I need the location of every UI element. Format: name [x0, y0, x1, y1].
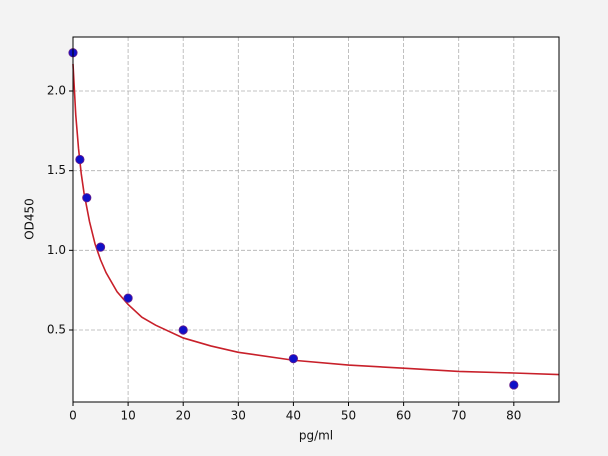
x-tick-label: 0 — [69, 409, 77, 423]
x-tick-label: 80 — [506, 409, 521, 423]
data-point — [509, 380, 519, 390]
plot-area — [73, 37, 559, 402]
x-tick-label: 50 — [341, 409, 356, 423]
data-point — [123, 293, 133, 303]
y-tick-label: 0.5 — [47, 322, 66, 336]
x-tick-label: 70 — [451, 409, 466, 423]
fit-curve — [72, 63, 560, 376]
data-point — [95, 242, 106, 252]
data-point — [75, 154, 85, 165]
x-tick-label: 60 — [396, 409, 411, 423]
y-tick-label: 1.0 — [47, 243, 66, 257]
data-point — [288, 354, 299, 364]
y-tick-label: 2.0 — [47, 84, 66, 98]
plot-frame — [72, 36, 560, 403]
x-tick-label: 30 — [231, 409, 246, 423]
data-point — [178, 325, 188, 335]
y-tick-label: 1.5 — [47, 163, 66, 177]
x-tick-label: 40 — [286, 409, 301, 423]
y-axis-label: OD450 — [23, 198, 37, 240]
data-point — [82, 193, 92, 203]
x-tick-label: 20 — [176, 409, 191, 423]
x-tick-label: 10 — [120, 409, 135, 423]
x-axis-label: pg/ml — [299, 429, 333, 443]
